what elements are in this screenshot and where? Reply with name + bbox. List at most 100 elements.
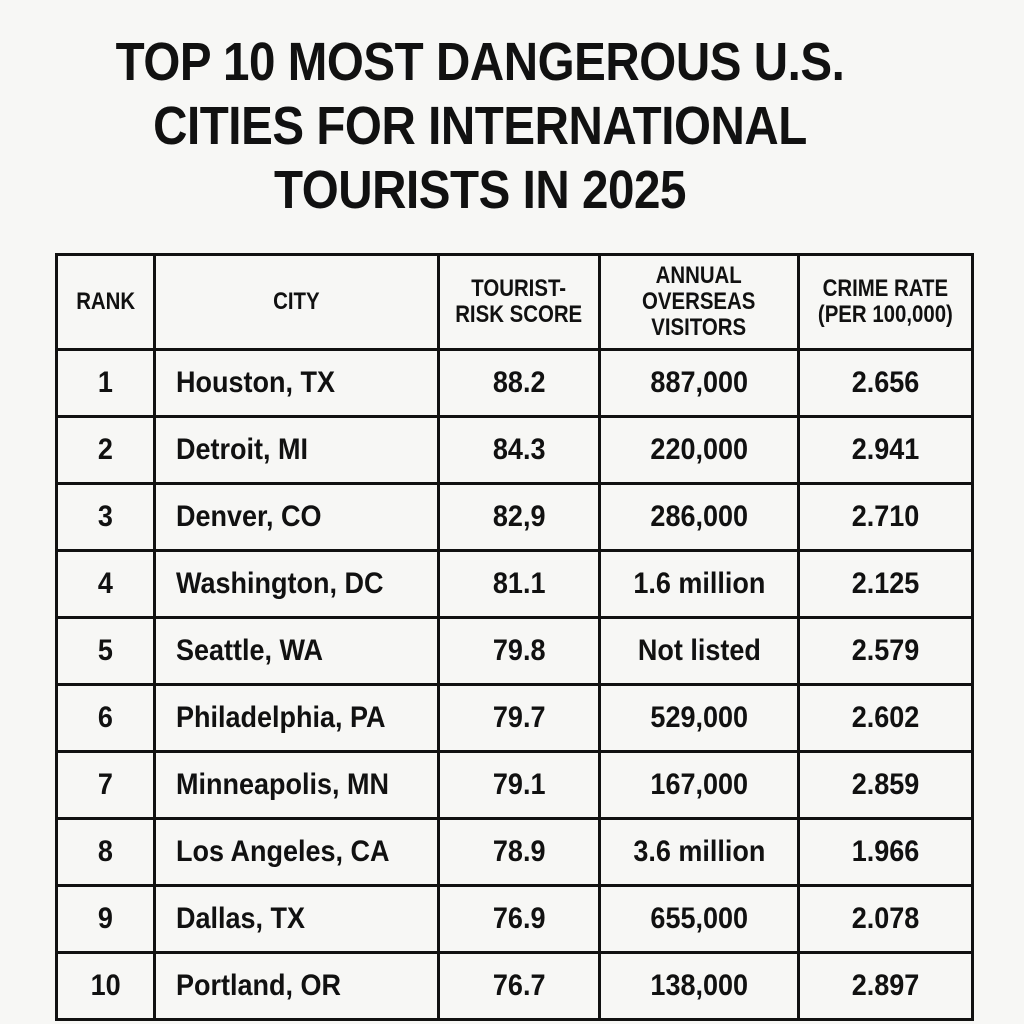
cell-crime: 2.602 bbox=[797, 683, 974, 753]
crime-value: 2.656 bbox=[851, 366, 920, 399]
cell-city: Seattle, WA bbox=[153, 616, 440, 686]
cell-rank: 3 bbox=[55, 482, 156, 552]
visitors-value: 1.6 million bbox=[632, 567, 766, 600]
cell-visitors: 220,000 bbox=[598, 415, 800, 485]
header-line: VISITORS bbox=[651, 314, 747, 341]
title-line: CITIES FOR INTERNATIONAL bbox=[153, 96, 807, 156]
cell-rank: 10 bbox=[55, 951, 156, 1021]
cell-score: 82,9 bbox=[437, 482, 601, 552]
column-header-label: ANNUAL OVERSEAS VISITORS bbox=[642, 263, 755, 341]
city-value: Dallas, TX bbox=[176, 902, 306, 935]
cell-rank: 1 bbox=[55, 348, 156, 418]
score-value: 81.1 bbox=[492, 567, 546, 600]
crime-value: 2.602 bbox=[851, 701, 920, 734]
cell-visitors: 1.6 million bbox=[598, 549, 800, 619]
table-row: 5 Seattle, WA 79.8 Not listed 2.579 bbox=[55, 616, 974, 686]
score-value: 78.9 bbox=[492, 835, 546, 868]
cell-crime: 2.859 bbox=[797, 750, 974, 820]
cell-city: Dallas, TX bbox=[153, 884, 440, 954]
table-row: 1 Houston, TX 88.2 887,000 2.656 bbox=[55, 348, 974, 418]
cell-city: Philadelphia, PA bbox=[153, 683, 440, 753]
rank-value: 2 bbox=[97, 433, 114, 466]
cell-rank: 4 bbox=[55, 549, 156, 619]
title-line: TOP 10 MOST DANGEROUS U.S. bbox=[115, 32, 845, 92]
header-line: RISK SCORE bbox=[455, 301, 583, 328]
cell-visitors: 286,000 bbox=[598, 482, 800, 552]
rank-value: 7 bbox=[97, 768, 114, 801]
crime-value: 2.897 bbox=[851, 969, 920, 1002]
rank-value: 5 bbox=[97, 634, 114, 667]
table-row: 9 Dallas, TX 76.9 655,000 2.078 bbox=[55, 884, 974, 954]
cell-score: 88.2 bbox=[437, 348, 601, 418]
visitors-value: 655,000 bbox=[650, 902, 748, 935]
column-header-label: RANK bbox=[76, 289, 135, 315]
page-title: TOP 10 MOST DANGEROUS U.S. CITIES FOR IN… bbox=[0, 30, 960, 222]
table-row: 10 Portland, OR 76.7 138,000 2.897 bbox=[55, 951, 974, 1021]
city-value: Seattle, WA bbox=[176, 634, 324, 667]
visitors-value: 3.6 million bbox=[632, 835, 766, 868]
cell-visitors: 887,000 bbox=[598, 348, 800, 418]
rank-value: 10 bbox=[90, 969, 121, 1002]
cell-score: 79.8 bbox=[437, 616, 601, 686]
cell-score: 84.3 bbox=[437, 415, 601, 485]
city-value: Houston, TX bbox=[176, 366, 335, 399]
cell-rank: 6 bbox=[55, 683, 156, 753]
cell-city: Washington, DC bbox=[153, 549, 440, 619]
cell-score: 79.1 bbox=[437, 750, 601, 820]
cell-crime: 2.710 bbox=[797, 482, 974, 552]
crime-value: 2.710 bbox=[851, 500, 920, 533]
column-header-label: CITY bbox=[273, 289, 319, 315]
table-row: 6 Philadelphia, PA 79.7 529,000 2.602 bbox=[55, 683, 974, 753]
column-header-city: CITY bbox=[153, 253, 440, 351]
cell-score: 76.9 bbox=[437, 884, 601, 954]
cell-crime: 2.579 bbox=[797, 616, 974, 686]
crime-value: 2.078 bbox=[851, 902, 920, 935]
column-header-rank: RANK bbox=[55, 253, 156, 351]
column-header-label: TOURIST- RISK SCORE bbox=[456, 276, 583, 328]
column-header-annual-overseas-visitors: ANNUAL OVERSEAS VISITORS bbox=[598, 253, 800, 351]
cell-score: 76.7 bbox=[437, 951, 601, 1021]
score-value: 79.7 bbox=[492, 701, 546, 734]
visitors-value: 138,000 bbox=[650, 969, 748, 1002]
city-value: Minneapolis, MN bbox=[176, 768, 390, 801]
crime-value: 2.859 bbox=[851, 768, 920, 801]
table-row: 7 Minneapolis, MN 79.1 167,000 2.859 bbox=[55, 750, 974, 820]
city-value: Philadelphia, PA bbox=[176, 701, 386, 734]
rank-value: 4 bbox=[97, 567, 114, 600]
score-value: 82,9 bbox=[492, 500, 546, 533]
header-line: TOURIST- bbox=[471, 275, 567, 302]
cities-table: RANK CITY TOURIST- RISK SCORE ANNUAL OVERSEAS… bbox=[55, 253, 974, 1021]
cell-rank: 9 bbox=[55, 884, 156, 954]
cell-crime: 2.125 bbox=[797, 549, 974, 619]
rank-value: 1 bbox=[97, 366, 114, 399]
cell-city: Houston, TX bbox=[153, 348, 440, 418]
rank-value: 9 bbox=[97, 902, 114, 935]
cell-rank: 7 bbox=[55, 750, 156, 820]
column-header-crime-rate: CRIME RATE (PER 100,000) bbox=[797, 253, 974, 351]
header-line: CRIME RATE bbox=[822, 275, 949, 302]
cell-visitors: 138,000 bbox=[598, 951, 800, 1021]
cell-city: Los Angeles, CA bbox=[153, 817, 440, 887]
column-header-tourist-risk-score: TOURIST- RISK SCORE bbox=[437, 253, 601, 351]
cell-visitors: 167,000 bbox=[598, 750, 800, 820]
crime-value: 2.941 bbox=[851, 433, 920, 466]
header-line: (PER 100,000) bbox=[818, 301, 953, 328]
cell-visitors: 655,000 bbox=[598, 884, 800, 954]
score-value: 76.7 bbox=[492, 969, 546, 1002]
table-row: 8 Los Angeles, CA 78.9 3.6 million 1.966 bbox=[55, 817, 974, 887]
cell-crime: 2.941 bbox=[797, 415, 974, 485]
city-value: Portland, OR bbox=[176, 969, 342, 1002]
score-value: 88.2 bbox=[492, 366, 546, 399]
cell-visitors: 3.6 million bbox=[598, 817, 800, 887]
visitors-value: 887,000 bbox=[650, 366, 748, 399]
cell-city: Detroit, MI bbox=[153, 415, 440, 485]
visitors-value: 529,000 bbox=[650, 701, 748, 734]
visitors-value: 167,000 bbox=[650, 768, 748, 801]
rank-value: 3 bbox=[97, 500, 114, 533]
column-header-label: CRIME RATE (PER 100,000) bbox=[818, 276, 953, 328]
title-line: TOURISTS IN 2025 bbox=[273, 160, 686, 220]
crime-value: 2.579 bbox=[851, 634, 920, 667]
cell-visitors: Not listed bbox=[598, 616, 800, 686]
crime-value: 1.966 bbox=[851, 835, 920, 868]
header-line: RANK bbox=[76, 288, 135, 315]
